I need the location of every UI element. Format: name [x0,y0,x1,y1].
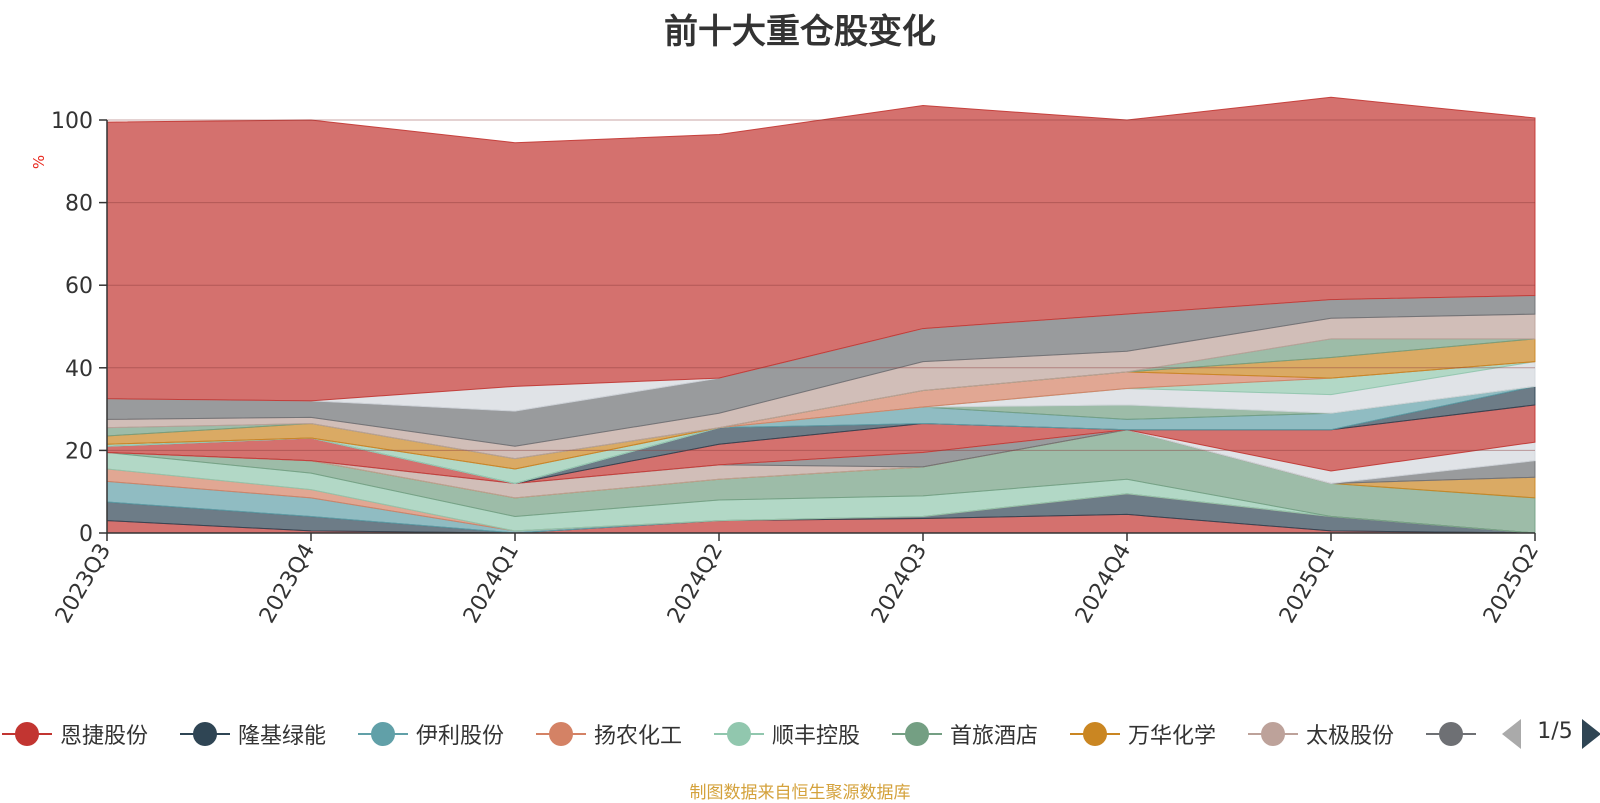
legend-marker-icon [1070,722,1120,746]
legend-item[interactable]: 伊利股份 [358,712,504,756]
legend-label: 隆基绿能 [238,724,327,749]
legend-item[interactable]: 隆基绿能 [180,712,326,756]
legend-item[interactable]: 万华化学 [1070,712,1216,756]
x-tick-label: 2024Q2 [663,540,728,628]
x-tick-label: 2024Q3 [867,540,932,628]
legend-marker-icon [180,722,230,746]
legend-marker-icon [358,722,408,746]
chart-title: 前十大重仓股变化 [664,12,936,52]
legend-label: 万华化学 [1128,724,1217,749]
legend: 恩捷股份 隆基绿能 伊利股份 扬农化工 顺丰控股 首旅酒店 万华化学 太极股份 [0,712,1600,756]
y-tick-label: 60 [65,274,93,299]
area-series-22 [106,96,1536,402]
x-tick-label: 2023Q3 [51,540,116,628]
y-axis-label: % [30,155,48,169]
legend-label: 伊利股份 [416,724,505,749]
legend-item[interactable]: 恩捷股份 [2,712,148,756]
x-tick-label: 2024Q4 [1071,540,1136,628]
legend-marker-icon [2,722,52,746]
gridlines [107,119,1535,451]
y-tick-label: 40 [65,357,93,382]
legend-item[interactable] [1426,712,1484,756]
legend-label: 扬农化工 [594,724,683,749]
y-tick-label: 0 [79,522,93,547]
x-tick-label: 2024Q1 [459,540,524,628]
legend-item[interactable]: 顺丰控股 [714,712,860,756]
x-tick-label: 2023Q4 [255,540,320,628]
area-series-layer [106,96,1536,534]
x-tick-label: 2025Q1 [1275,540,1340,628]
pager-text: 1/5 [1537,719,1573,744]
y-tick-label: 100 [51,109,93,134]
y-tick-label: 80 [65,192,93,217]
legend-label: 首旅酒店 [950,724,1039,749]
legend-marker-icon [1248,722,1298,746]
legend-marker-icon [892,722,942,746]
x-tick-label: 2025Q2 [1479,540,1544,628]
legend-label: 顺丰控股 [772,724,861,749]
y-tick-label: 20 [65,439,93,464]
pager-prev-icon[interactable] [1502,719,1521,749]
legend-marker-icon [1426,722,1476,746]
legend-label: 太极股份 [1306,724,1395,749]
legend-marker-icon [536,722,586,746]
legend-item[interactable]: 太极股份 [1248,712,1394,756]
legend-pager: 1/5 [1500,712,1600,756]
source-note: 制图数据来自恒生聚源数据库 [689,783,911,803]
legend-label: 恩捷股份 [60,724,149,749]
legend-marker-icon [714,722,764,746]
pager-next-icon[interactable] [1582,719,1600,749]
legend-item[interactable]: 首旅酒店 [892,712,1038,756]
legend-item[interactable]: 扬农化工 [536,712,682,756]
